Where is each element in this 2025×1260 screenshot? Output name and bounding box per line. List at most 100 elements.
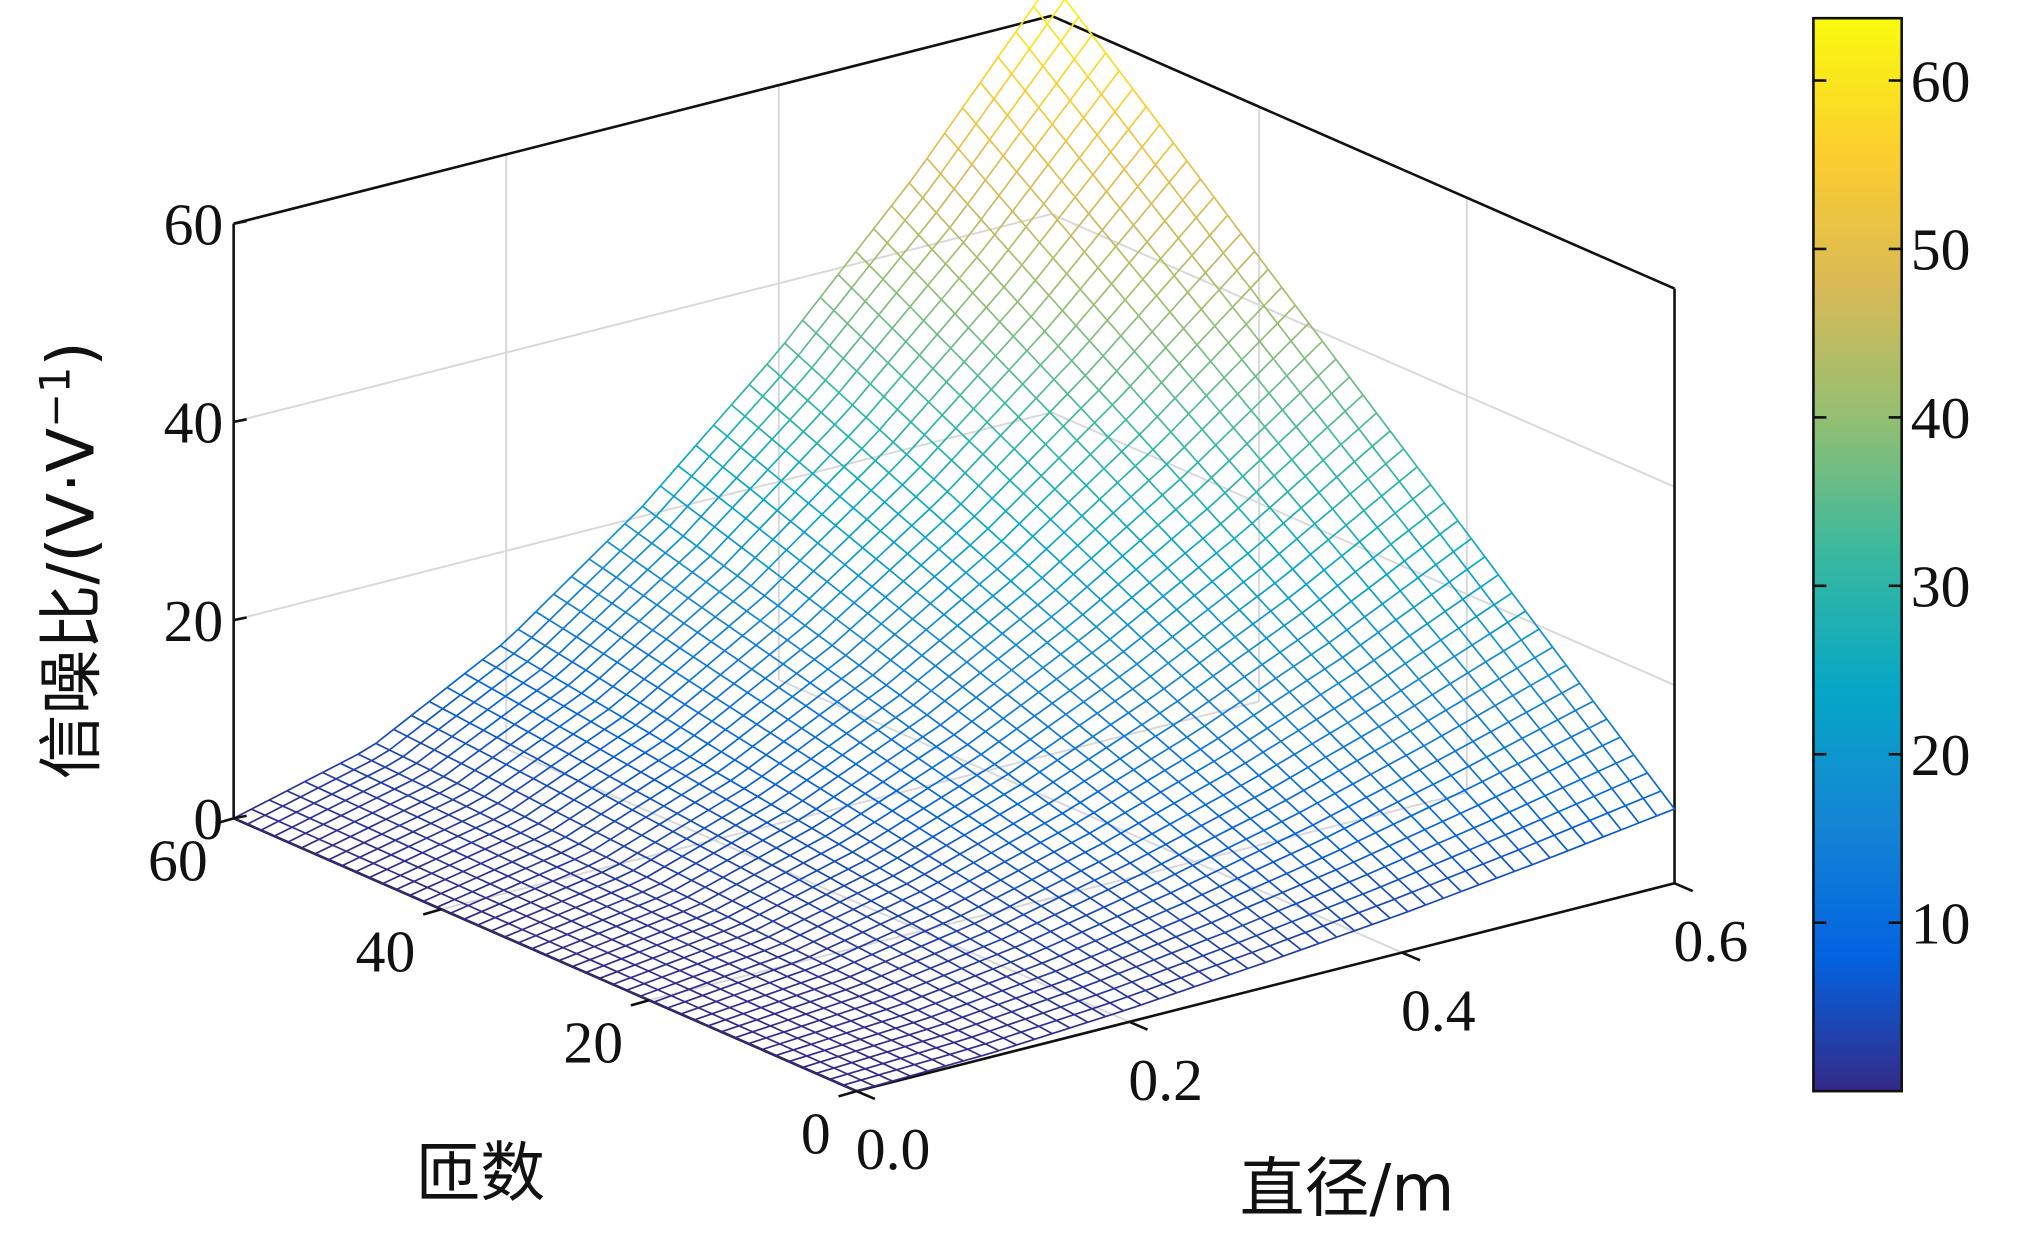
mesh-line (977, 833, 996, 845)
mesh-line (908, 1034, 924, 1043)
mesh-line (372, 803, 391, 814)
mesh-line (978, 568, 998, 585)
mesh-line (775, 1049, 794, 1057)
mesh-line (1043, 736, 1063, 751)
mesh-line (663, 794, 682, 807)
mesh-line (630, 654, 650, 672)
mesh-line (896, 778, 915, 792)
mesh-line (615, 918, 635, 928)
mesh-line (751, 988, 766, 997)
mesh-line (1388, 845, 1404, 860)
mesh-line (1579, 778, 1595, 797)
mesh-line (804, 624, 820, 637)
mesh-line (642, 578, 662, 597)
mesh-line (990, 842, 1010, 854)
mesh-line (1042, 1006, 1062, 1014)
mesh-line (1159, 124, 1175, 144)
mesh-line (926, 714, 942, 726)
mesh-line (967, 306, 987, 329)
mesh-line (1396, 704, 1416, 718)
mesh-line (1197, 444, 1217, 464)
mesh-line (1119, 207, 1135, 226)
mesh-line (956, 532, 971, 546)
mesh-line (637, 841, 656, 854)
mesh-line (471, 841, 486, 850)
mesh-line (1315, 614, 1334, 629)
mesh-line (871, 585, 887, 598)
mesh-line (664, 865, 679, 875)
mesh-line (1082, 93, 1103, 119)
mesh-line (937, 427, 957, 449)
mesh-line (903, 669, 919, 682)
mesh-line (304, 780, 319, 789)
mesh-line (503, 881, 522, 891)
mesh-line (846, 322, 862, 338)
mesh-line (885, 1008, 901, 1017)
mesh-line (1454, 750, 1470, 767)
mesh-line (1017, 416, 1033, 432)
mesh-line (688, 665, 708, 682)
mesh-line (1211, 580, 1227, 597)
mesh-line (834, 404, 854, 426)
mesh-line (1358, 912, 1373, 926)
mesh-line (787, 969, 806, 978)
mesh-line (1116, 465, 1136, 484)
mesh-line (1367, 478, 1383, 497)
mesh-line (1072, 573, 1088, 588)
mesh-line (773, 962, 792, 971)
mesh-line (532, 765, 552, 780)
mesh-line (919, 466, 935, 480)
mesh-line (1114, 700, 1130, 714)
mesh-line (778, 994, 797, 1003)
mesh-line (426, 829, 445, 839)
mesh-line (1378, 725, 1394, 742)
mesh-line (849, 628, 865, 641)
mesh-line (856, 832, 871, 843)
mesh-line (709, 916, 729, 926)
mesh-line (436, 898, 455, 909)
mesh-line (785, 862, 804, 874)
mesh-line (1424, 820, 1443, 831)
mesh-line (1172, 712, 1192, 726)
mesh-line (322, 771, 337, 780)
mesh-line (1272, 358, 1288, 377)
mesh-line (1094, 512, 1114, 530)
mesh-line (1606, 812, 1622, 831)
mesh-line (1105, 746, 1121, 760)
mesh-line (505, 751, 525, 766)
mesh-line (869, 1051, 888, 1059)
mesh-line (755, 629, 775, 646)
mesh-line (677, 862, 697, 875)
mesh-line (896, 857, 912, 867)
mesh-line (913, 1021, 928, 1031)
mesh-line (1192, 864, 1207, 877)
mesh-line (862, 547, 877, 560)
mesh-line (1466, 556, 1486, 571)
mesh-line (1071, 832, 1090, 844)
mesh-line (1521, 728, 1541, 740)
mesh-line (381, 833, 396, 842)
mesh-line (1391, 635, 1411, 649)
mesh-line (810, 1037, 830, 1046)
mesh-line (748, 832, 764, 842)
mesh-line (560, 852, 576, 861)
mesh-line (1040, 475, 1056, 490)
mesh-line (736, 557, 756, 577)
mesh-line (1248, 650, 1263, 666)
mesh-line (722, 466, 738, 479)
mesh-line (929, 967, 945, 977)
mesh-line (457, 827, 477, 837)
mesh-line (1033, 630, 1048, 644)
mesh-line (268, 790, 288, 801)
mesh-line (1383, 778, 1403, 789)
mesh-line (335, 768, 355, 780)
mesh-line (900, 757, 919, 771)
mesh-line (1021, 241, 1041, 266)
mesh-line (833, 796, 848, 807)
mesh-line (987, 510, 1007, 530)
mesh-line (455, 701, 475, 717)
mesh-line (873, 327, 893, 351)
mesh-line (411, 714, 426, 724)
mesh-line (1396, 715, 1412, 732)
mesh-line (1394, 512, 1410, 531)
